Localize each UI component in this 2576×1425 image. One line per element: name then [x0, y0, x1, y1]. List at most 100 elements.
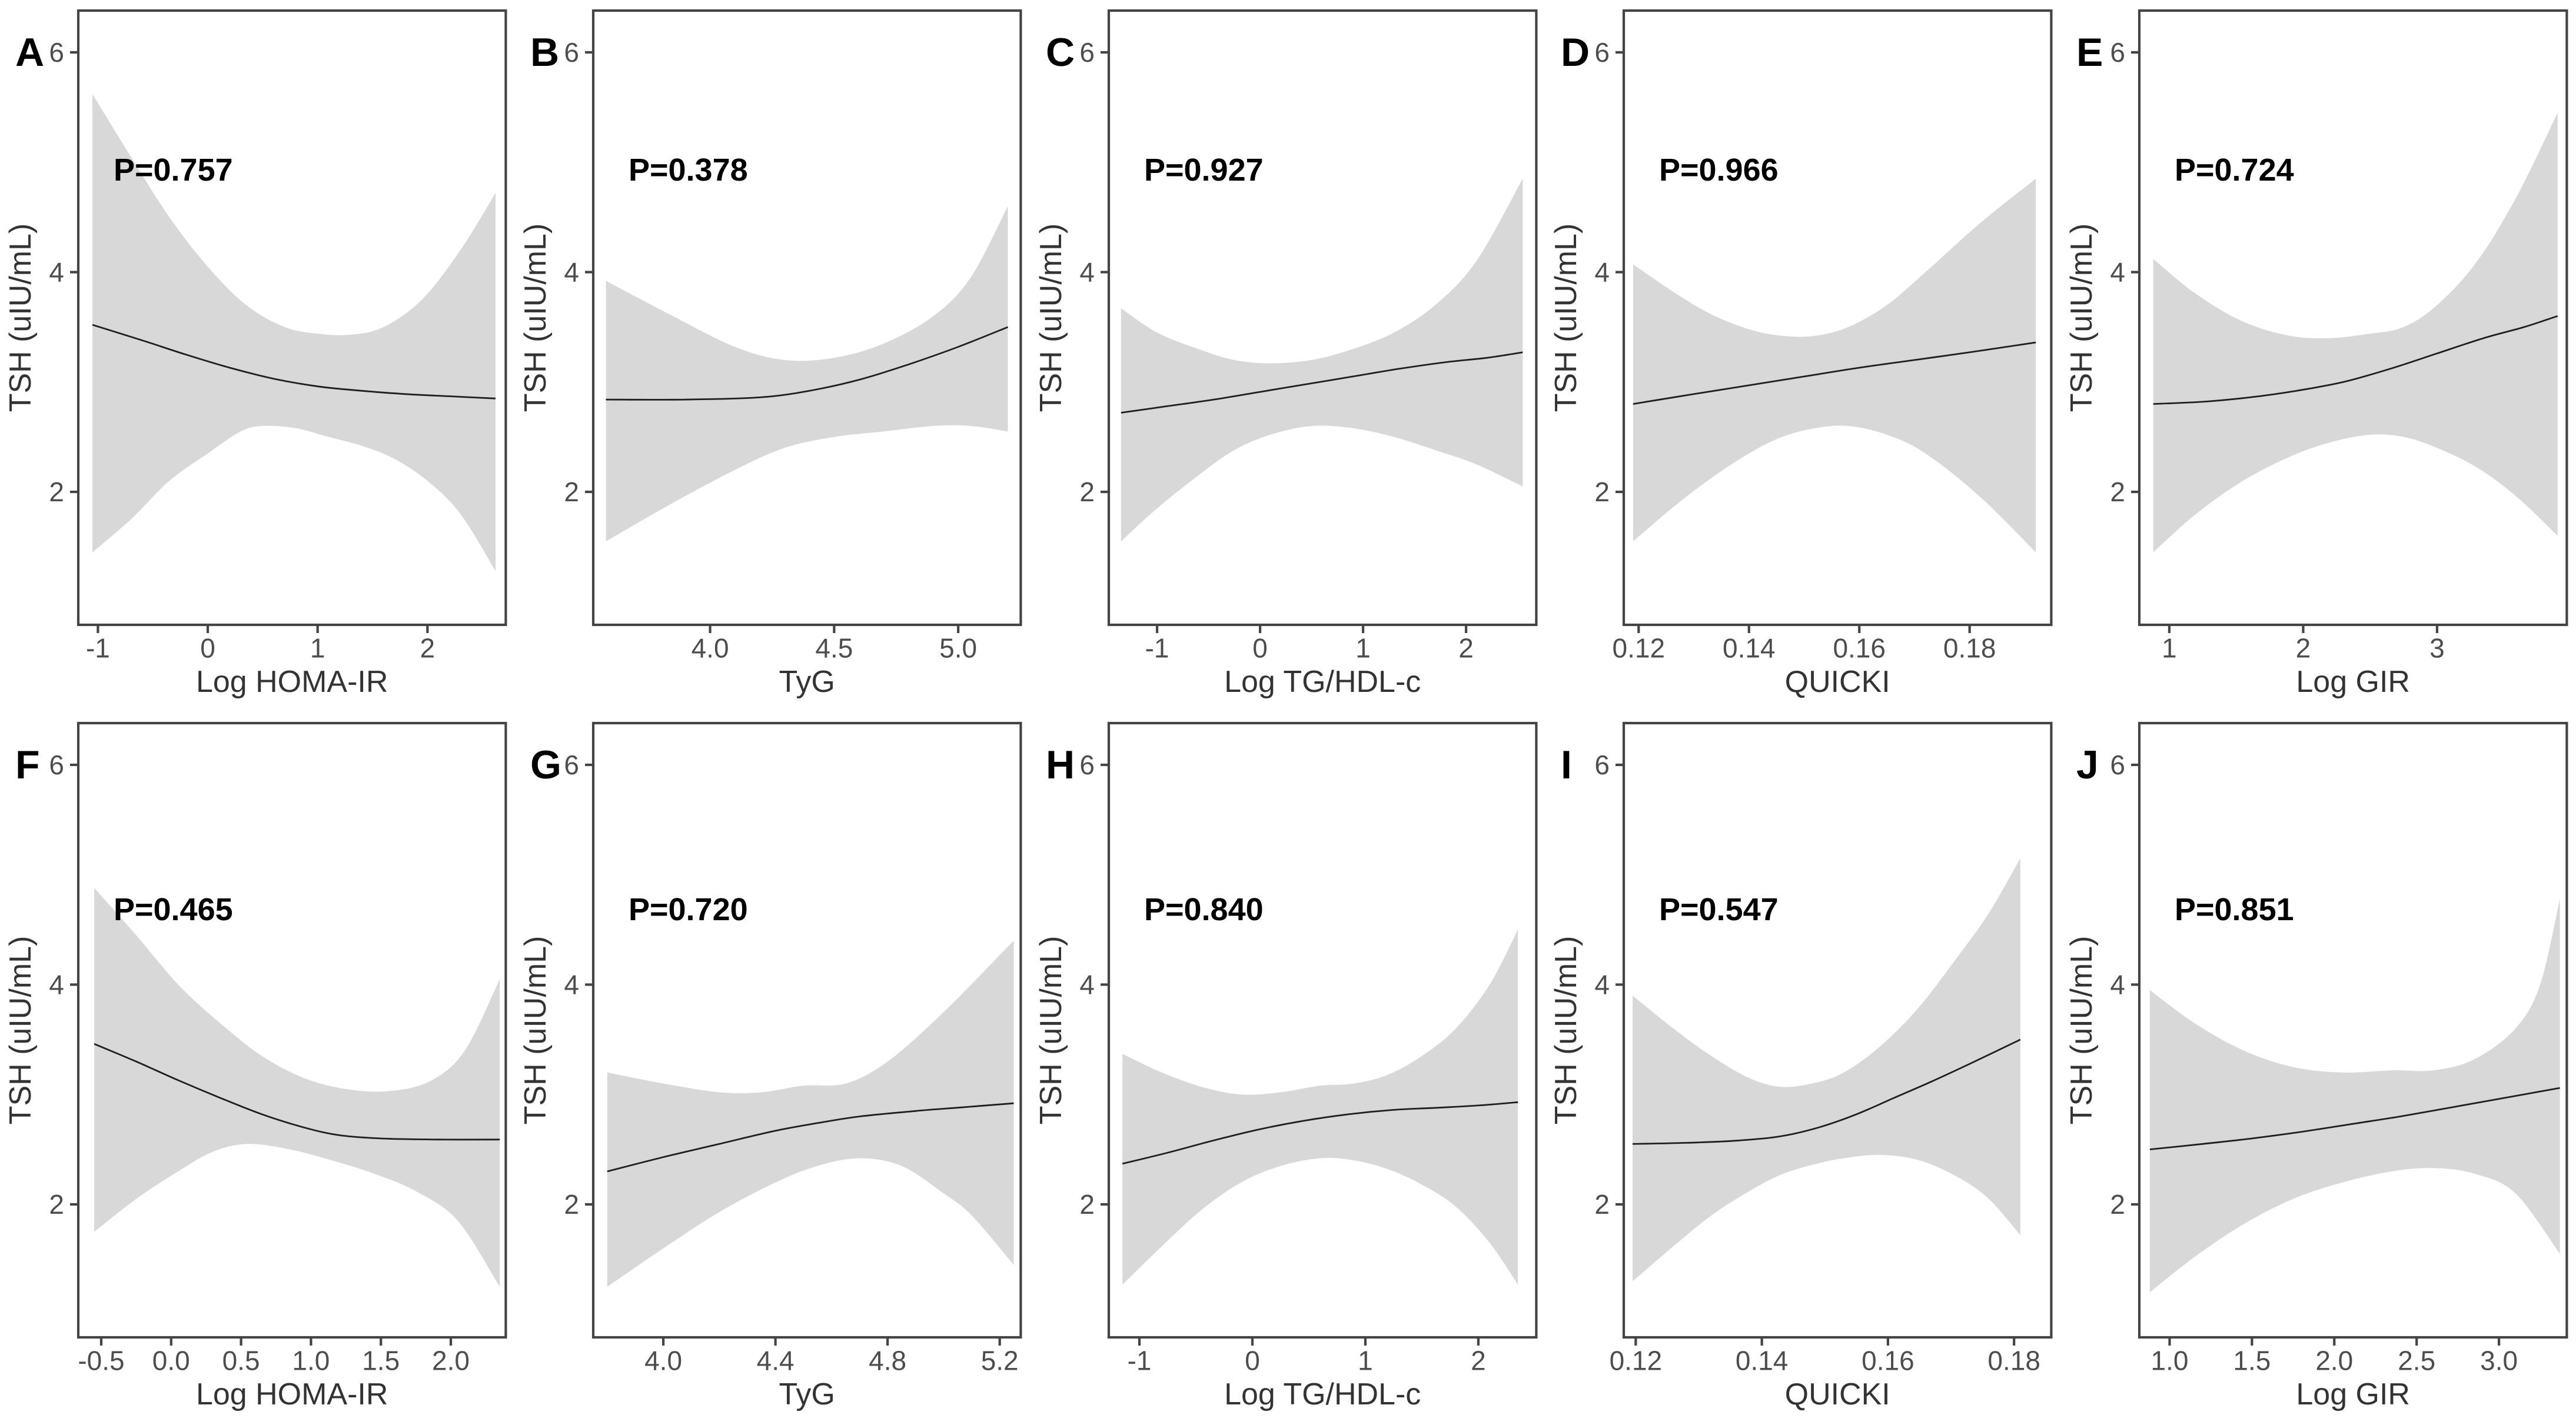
x-tick-label: 2 [2295, 632, 2311, 663]
x-tick-label: 1 [1358, 1345, 1373, 1376]
x-tick-label: 0.12 [1613, 632, 1666, 663]
panel-letter: C [1046, 30, 1075, 75]
p-value-annotation: P=0.724 [2175, 152, 2294, 188]
panel-I: 2 4 6 0.12 0.14 0.16 0.18 QUICKI TSH (uIU/mL) P=0… [1545, 712, 2061, 1425]
y-axis-title: TSH (uIU/mL) [518, 936, 553, 1125]
y-tick-label: 6 [564, 750, 580, 780]
panel-F-svg: 2 4 6 -0.5 0.0 0.5 1.0 1.5 2.0 Log HOMA-IR TSH (uI… [4, 721, 507, 1411]
y-tick-label: 2 [1079, 477, 1095, 507]
p-value-annotation: P=0.465 [114, 892, 233, 927]
y-tick-label: 4 [2110, 970, 2125, 1000]
panel-letter: A [15, 30, 44, 75]
y-axis-title: TSH (uIU/mL) [4, 936, 38, 1125]
confidence-band [1633, 178, 2036, 552]
plot-border [2138, 721, 2568, 1339]
panel-A: 2 4 6 -1 0 1 2 Log HOMA-IR TSH (uIU/mL) P=0.757 A [0, 0, 516, 712]
x-tick-label: 0 [1252, 632, 1268, 663]
panel-I-svg: 2 4 6 0.12 0.14 0.16 0.18 QUICKI TSH (uIU/mL) P=0… [1549, 721, 2053, 1411]
y-tick-label: 6 [2110, 750, 2125, 780]
x-axis-title: Log GIR [2296, 1377, 2410, 1411]
y-tick-label: 4 [1595, 970, 1610, 1000]
x-tick-label: 0.12 [1610, 1345, 1663, 1376]
x-tick-label: 5.2 [981, 1345, 1019, 1376]
fitted-curve [2153, 315, 2558, 405]
y-tick-label: 4 [1595, 257, 1610, 288]
x-tick-label: 0.14 [1736, 1345, 1789, 1376]
panel-letter: F [15, 743, 40, 787]
plot-border [592, 721, 1022, 1339]
plot-border [2138, 9, 2568, 627]
fitted-curve [607, 1102, 1014, 1173]
confidence-band [607, 940, 1014, 1287]
y-tick-label: 6 [1595, 37, 1610, 68]
x-tick-label: 0 [200, 632, 215, 663]
x-tick-label: 0 [1245, 1345, 1260, 1376]
y-tick-label: 4 [564, 257, 580, 288]
y-tick-label: 4 [49, 257, 64, 288]
x-tick-label: 0.0 [152, 1345, 190, 1376]
panel-letter: I [1561, 743, 1572, 787]
y-tick-label: 2 [564, 477, 580, 507]
panel-F: 2 4 6 -0.5 0.0 0.5 1.0 1.5 2.0 Log HOMA-IR TSH (uI… [0, 712, 516, 1425]
x-tick-label: 1.0 [292, 1345, 330, 1376]
panel-D-svg: 2 4 6 0.12 0.14 0.16 0.18 QUICKI TSH (uIU/mL) P=0… [1549, 9, 2053, 699]
panel-letter: E [2076, 30, 2103, 75]
x-tick-label: 0.16 [1862, 1345, 1914, 1376]
p-value-annotation: P=0.966 [1659, 152, 1779, 188]
panel-H-svg: 2 4 6 -1 0 1 2 Log TG/HDL-c TSH (uIU/mL) P=0.840 H [1034, 721, 1538, 1411]
fitted-curve [1633, 1038, 2021, 1145]
confidence-band [2149, 898, 2560, 1293]
panel-G: 2 4 6 4.0 4.4 4.8 5.2 TyG TSH (uIU/mL) P=0.720 G [515, 712, 1031, 1425]
y-tick-label: 2 [1595, 477, 1610, 507]
x-tick-label: 1 [2162, 632, 2177, 663]
confidence-band [1122, 930, 1518, 1285]
x-tick-label: 5.0 [940, 632, 978, 663]
panel-E-svg: 2 4 6 1 2 3 Log GIR TSH (uIU/mL) P=0.724 E [2065, 9, 2568, 699]
panel-letter: H [1046, 743, 1075, 787]
y-axis-title: TSH (uIU/mL) [2065, 224, 2099, 412]
plot-border [1623, 721, 2053, 1339]
x-tick-label: 4.8 [869, 1345, 907, 1376]
y-tick-label: 4 [2110, 257, 2125, 288]
plot-border [77, 721, 507, 1339]
panel-J: 2 4 6 1.0 1.5 2.0 2.5 3.0 Log GIR TSH (uIU/mL) P=0… [2060, 712, 2576, 1425]
panel-G-svg: 2 4 6 4.0 4.4 4.8 5.2 TyG TSH (uIU/mL) P=0.720 G [518, 721, 1022, 1411]
panel-C-svg: 2 4 6 -1 0 1 2 Log TG/HDL-c TSH (uIU/mL) P=0.927 C [1034, 9, 1538, 699]
y-tick-label: 4 [49, 970, 64, 1000]
y-tick-label: 2 [1595, 1189, 1610, 1220]
y-tick-label: 4 [1079, 257, 1095, 288]
panel-D: 2 4 6 0.12 0.14 0.16 0.18 QUICKI TSH (uIU/mL) P=0… [1545, 0, 2061, 712]
y-tick-label: 2 [49, 477, 64, 507]
y-axis-title: TSH (uIU/mL) [1034, 936, 1068, 1125]
panel-B: 2 4 6 4.0 4.5 5.0 TyG TSH (uIU/mL) P=0.378 B [515, 0, 1031, 712]
panel-A-svg: 2 4 6 -1 0 1 2 Log HOMA-IR TSH (uIU/mL) P=0.757 A [4, 9, 507, 699]
panel-letter: B [530, 30, 559, 75]
x-tick-label: 1.5 [362, 1345, 400, 1376]
x-tick-label: -1 [1127, 1345, 1151, 1376]
confidence-band [92, 94, 496, 571]
x-tick-label: 2 [1471, 1345, 1486, 1376]
confidence-band [606, 206, 1008, 542]
x-axis-title: Log TG/HDL-c [1224, 1377, 1421, 1411]
x-axis-title: Log GIR [2296, 665, 2410, 699]
fitted-curve [92, 324, 496, 399]
x-tick-label: -1 [86, 632, 110, 663]
y-axis-title: TSH (uIU/mL) [518, 224, 553, 412]
panel-letter: J [2076, 743, 2099, 787]
x-axis-title: Log HOMA-IR [196, 1377, 388, 1411]
panel-C: 2 4 6 -1 0 1 2 Log TG/HDL-c TSH (uIU/mL) P=0.927 C [1030, 0, 1546, 712]
y-tick-label: 4 [1079, 970, 1095, 1000]
y-tick-label: 6 [49, 37, 64, 68]
panel-J-svg: 2 4 6 1.0 1.5 2.0 2.5 3.0 Log GIR TSH (uIU/mL) P=0… [2065, 721, 2568, 1411]
x-tick-label: 3 [2429, 632, 2445, 663]
p-value-annotation: P=0.840 [1144, 892, 1264, 927]
x-tick-label: 0.5 [222, 1345, 260, 1376]
p-value-annotation: P=0.547 [1659, 892, 1779, 927]
fitted-curve [1633, 341, 2036, 405]
y-axis-title: TSH (uIU/mL) [4, 224, 38, 412]
x-axis-title: QUICKI [1785, 665, 1890, 699]
fitted-curve [94, 1043, 500, 1141]
y-tick-label: 4 [564, 970, 580, 1000]
x-tick-label: 0.18 [1988, 1345, 2041, 1376]
x-tick-label: 0.16 [1833, 632, 1886, 663]
